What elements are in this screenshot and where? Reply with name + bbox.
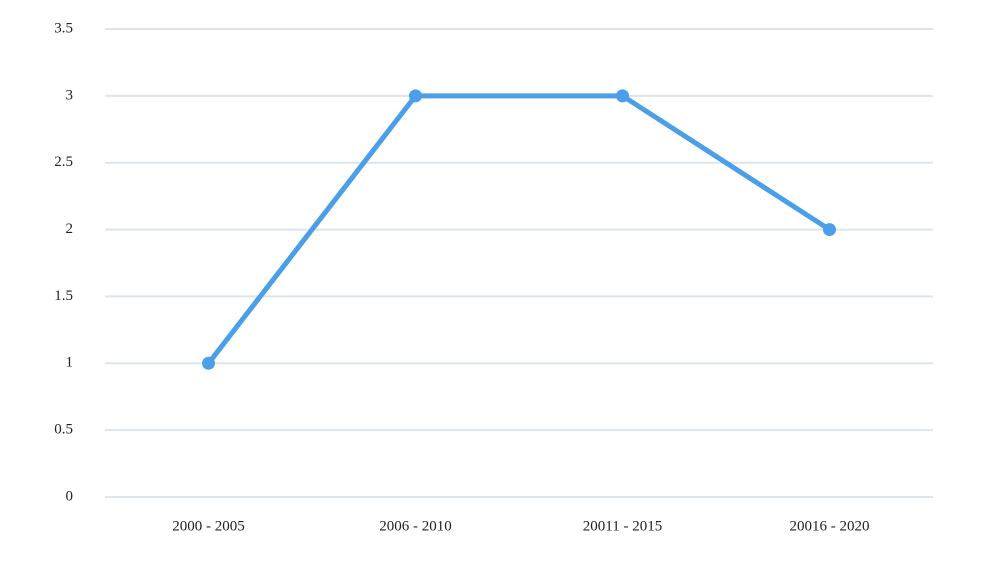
- y-tick-label: 0: [66, 488, 74, 504]
- y-tick-label: 2: [66, 221, 74, 237]
- point: [823, 223, 836, 237]
- y-tick-label: 0.5: [54, 422, 73, 438]
- y-tick-label: 3.5: [54, 20, 73, 36]
- y-tick-label: 1: [66, 355, 74, 371]
- x-tick-label: 20016 - 2020: [790, 518, 870, 534]
- point: [409, 89, 422, 103]
- point: [616, 89, 629, 103]
- y-tick-label: 3: [66, 87, 74, 103]
- point: [202, 356, 215, 370]
- y-tick-label: 1.5: [54, 288, 73, 304]
- x-tick-label: 2006 - 2010: [379, 518, 452, 534]
- x-tick-label: 20011 - 2015: [583, 518, 662, 534]
- line: [206, 93, 831, 365]
- x-tick-label: 2000 - 2005: [172, 518, 245, 534]
- y-tick-label: 2.5: [54, 154, 73, 170]
